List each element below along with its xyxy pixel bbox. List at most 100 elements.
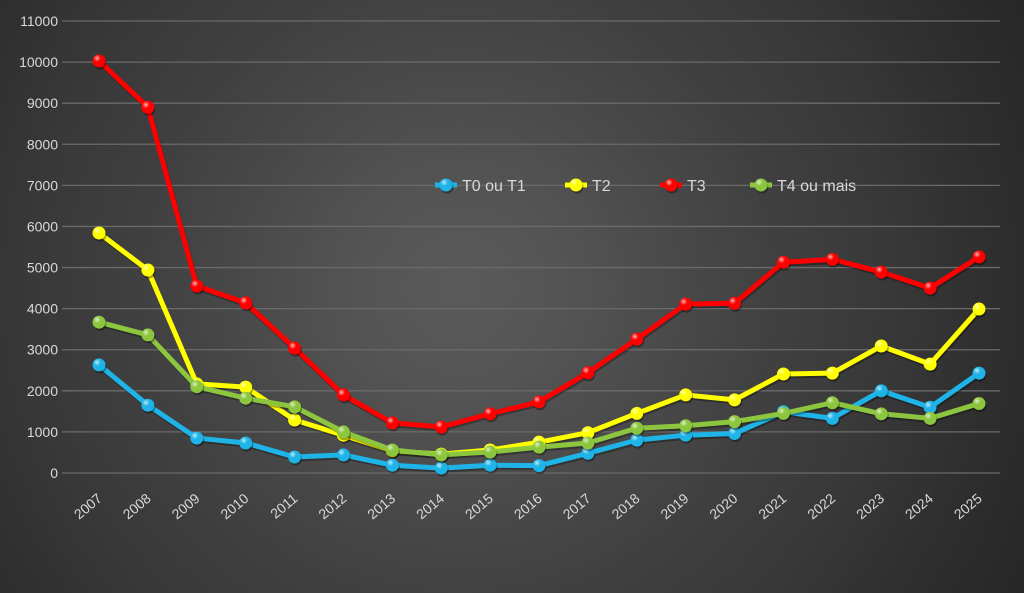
- data-point-highlight: [581, 366, 595, 380]
- data-point-highlight: [776, 255, 790, 269]
- data-point-highlight: [874, 265, 888, 279]
- series-t3: [92, 54, 987, 436]
- series-t0-ou-t1: [92, 358, 987, 477]
- x-tick-label: 2011: [267, 490, 301, 522]
- data-point-highlight: [483, 458, 497, 472]
- data-point-highlight: [972, 250, 986, 264]
- x-tick-label: 2007: [71, 490, 105, 522]
- legend-marker-highlight: [754, 178, 768, 192]
- data-point-highlight: [190, 380, 204, 394]
- data-point-highlight: [336, 425, 350, 439]
- x-tick-label: 2013: [364, 490, 398, 522]
- y-tick-label: 5000: [27, 260, 58, 276]
- x-tick-label: 2024: [902, 490, 936, 522]
- x-tick-label: 2015: [462, 490, 496, 522]
- data-point-highlight: [92, 226, 106, 240]
- legend-label: T0 ou T1: [462, 178, 526, 195]
- data-point-highlight: [972, 397, 986, 411]
- data-point-highlight: [679, 297, 693, 311]
- y-tick-label: 3000: [27, 342, 58, 358]
- data-point-highlight: [532, 459, 546, 473]
- y-tick-label: 2000: [27, 383, 58, 399]
- data-point-highlight: [385, 416, 399, 430]
- x-tick-label: 2009: [169, 490, 203, 522]
- data-point-highlight: [825, 366, 839, 380]
- data-point-highlight: [923, 411, 937, 425]
- data-point-highlight: [679, 419, 693, 433]
- data-point-highlight: [336, 448, 350, 462]
- data-point-highlight: [190, 431, 204, 445]
- data-point-highlight: [483, 407, 497, 421]
- data-point-highlight: [972, 302, 986, 316]
- series-line-shadow: [98, 61, 982, 432]
- legend-item: T0 ou T1: [435, 178, 526, 195]
- data-point-highlight: [679, 428, 693, 442]
- data-point-highlight: [630, 433, 644, 447]
- data-point-highlight: [630, 332, 644, 346]
- data-point-highlight: [776, 406, 790, 420]
- series-t4-ou-mais: [92, 315, 987, 464]
- x-tick-label: 2012: [315, 490, 349, 522]
- legend-item: T4 ou mais: [750, 178, 856, 195]
- x-tick-label: 2017: [560, 490, 594, 522]
- data-point-highlight: [825, 411, 839, 425]
- data-point-highlight: [728, 427, 742, 441]
- y-tick-label: 4000: [27, 301, 58, 317]
- data-point-highlight: [434, 461, 448, 475]
- data-point-highlight: [385, 458, 399, 472]
- data-point-highlight: [239, 391, 253, 405]
- data-point-highlight: [288, 341, 302, 355]
- y-tick-label: 1000: [27, 424, 58, 440]
- data-point-highlight: [825, 252, 839, 266]
- data-point-highlight: [385, 443, 399, 457]
- data-point-highlight: [923, 400, 937, 414]
- x-tick-label: 2020: [706, 490, 740, 522]
- x-tick-label: 2010: [217, 490, 251, 522]
- legend-marker-highlight: [664, 178, 678, 192]
- data-point-highlight: [288, 400, 302, 414]
- legend-item: T3: [660, 178, 706, 195]
- legend-label: T2: [592, 178, 611, 195]
- data-point-highlight: [141, 263, 155, 277]
- data-point-highlight: [776, 367, 790, 381]
- data-point-highlight: [728, 393, 742, 407]
- x-tick-label: 2018: [609, 490, 643, 522]
- y-tick-label: 0: [50, 465, 58, 481]
- data-point-highlight: [972, 366, 986, 380]
- data-point-highlight: [288, 413, 302, 427]
- data-point-highlight: [483, 445, 497, 459]
- data-point-highlight: [630, 421, 644, 435]
- x-tick-label: 2025: [951, 490, 985, 522]
- data-point-highlight: [141, 398, 155, 412]
- legend-marker-highlight: [569, 178, 583, 192]
- x-tick-label: 2019: [657, 490, 691, 522]
- series-t2: [92, 226, 987, 463]
- data-point-highlight: [141, 100, 155, 114]
- data-point-highlight: [141, 328, 155, 342]
- data-point-highlight: [923, 281, 937, 295]
- legend-label: T3: [687, 178, 706, 195]
- data-point-highlight: [288, 450, 302, 464]
- data-point-highlight: [630, 406, 644, 420]
- y-tick-label: 10000: [19, 54, 58, 70]
- x-tick-label: 2008: [120, 490, 154, 522]
- legend-item: T2: [565, 178, 611, 195]
- data-point-highlight: [923, 357, 937, 371]
- data-point-highlight: [336, 388, 350, 402]
- data-point-highlight: [581, 446, 595, 460]
- data-point-highlight: [434, 448, 448, 462]
- data-point-highlight: [825, 396, 839, 410]
- data-point-highlight: [728, 415, 742, 429]
- legend-marker-highlight: [439, 178, 453, 192]
- data-point-highlight: [874, 339, 888, 353]
- y-tick-label: 6000: [27, 218, 58, 234]
- y-tick-label: 9000: [27, 95, 58, 111]
- x-tick-label: 2021: [755, 490, 789, 522]
- y-tick-label: 8000: [27, 136, 58, 152]
- data-point-highlight: [239, 380, 253, 394]
- y-tick-label: 7000: [27, 177, 58, 193]
- x-tick-label: 2016: [511, 490, 545, 522]
- data-point-highlight: [239, 296, 253, 310]
